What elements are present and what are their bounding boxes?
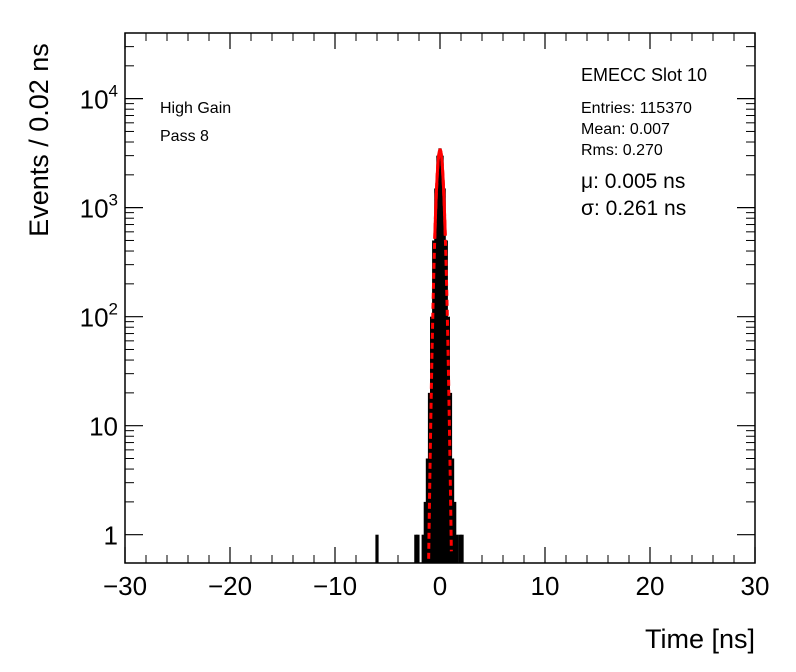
fit-sigma-label: σ: 0.261 ns	[581, 197, 686, 220]
histogram-bin	[436, 155, 440, 563]
histogram-bin	[448, 392, 453, 563]
y-tick-label: 103	[80, 191, 118, 224]
histogram-bin	[442, 188, 446, 564]
y-tick-label: 1	[104, 521, 118, 551]
mean-stat: Mean: 0.007	[581, 121, 670, 138]
histogram-bin	[434, 188, 438, 564]
entries-stat: Entries: 115370	[581, 100, 692, 117]
histogram-bin	[460, 534, 464, 563]
histogram-bin	[416, 534, 420, 563]
histogram-bin	[430, 316, 434, 563]
pass-label: Pass 8	[160, 128, 209, 145]
x-tick-label: −10	[313, 571, 357, 601]
x-axis-ticks: −30 −20 −10 0 10 20 30	[103, 33, 770, 601]
histogram-bin	[440, 155, 444, 563]
x-axis-title: Time [ns]	[645, 624, 755, 654]
histogram-bin	[453, 501, 457, 563]
fit-mu-label: μ: 0.005 ns	[581, 170, 685, 193]
histogram-bin	[432, 240, 436, 563]
x-tick-label: 30	[741, 571, 770, 601]
histogram-bin	[455, 534, 459, 563]
y-axis-title: Events / 0.02 ns	[24, 43, 54, 237]
histogram-bin	[425, 458, 429, 563]
gain-label: High Gain	[160, 100, 231, 117]
histogram-bin	[444, 240, 448, 563]
y-tick-label: 102	[80, 300, 118, 333]
x-tick-label: −20	[208, 571, 252, 601]
gaussian-fit-peak	[433, 148, 447, 239]
histogram-bin	[421, 534, 425, 563]
histogram-bin	[423, 501, 427, 563]
x-tick-label: 10	[531, 571, 560, 601]
x-tick-label: −30	[103, 571, 147, 601]
histogram-bin	[414, 534, 418, 563]
histogram-bin	[451, 458, 455, 563]
rms-stat: Rms: 0.270	[581, 142, 663, 159]
fit-layer	[427, 148, 453, 559]
y-tick-label: 104	[80, 82, 118, 115]
histogram-bin	[438, 148, 442, 563]
y-tick-label: 10	[89, 412, 118, 442]
slot-label: EMECC Slot 10	[581, 65, 707, 85]
x-tick-label: 20	[636, 571, 665, 601]
histogram-bin	[375, 534, 379, 563]
y-axis-ticks: 1 10 102 103 104	[80, 32, 755, 551]
x-tick-label: 0	[433, 571, 447, 601]
histogram-bin	[458, 534, 462, 563]
